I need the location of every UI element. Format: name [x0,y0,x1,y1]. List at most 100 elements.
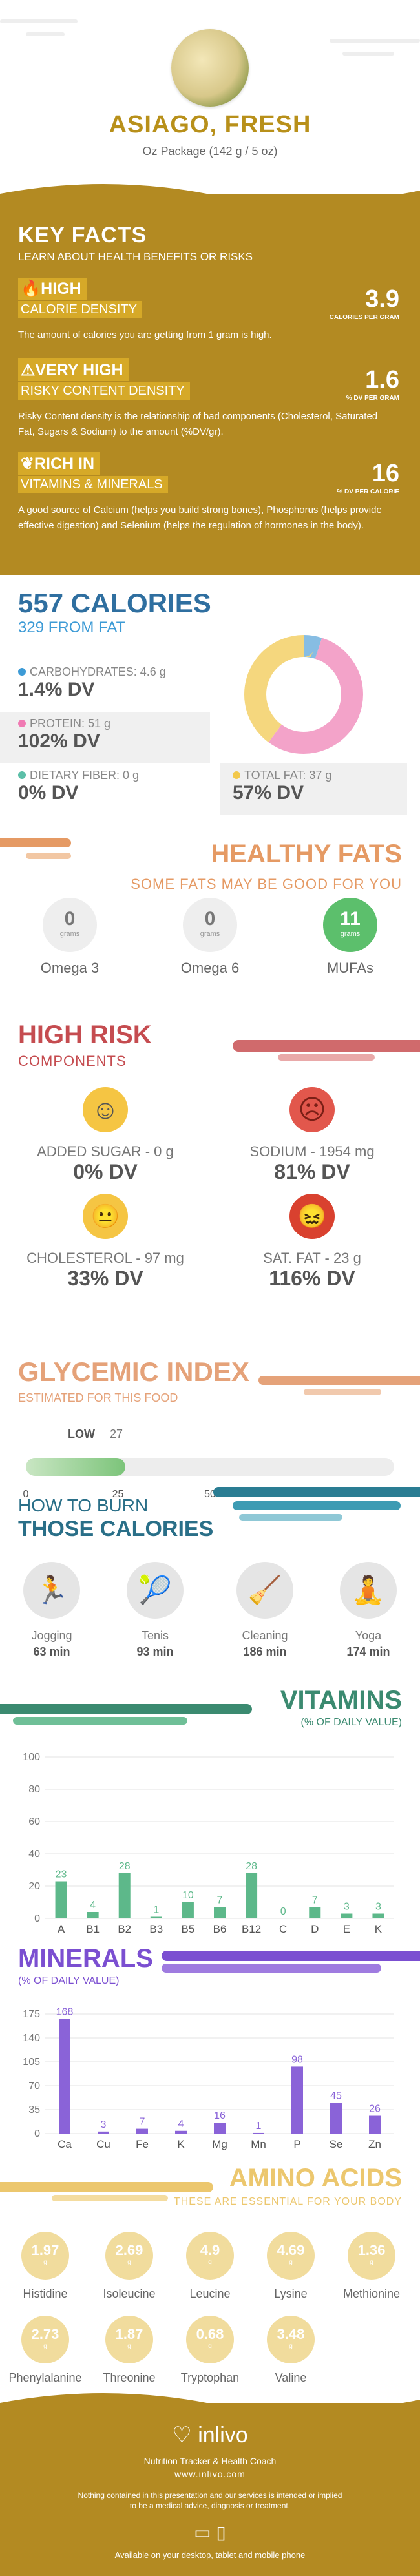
bar-value-label: 7 [140,2117,145,2128]
activity-minutes: 174 min [346,1645,390,1658]
food-serving: Oz Package (142 g / 5 oz) [142,145,278,158]
fat-name: MUFAs [326,960,374,976]
x-tick-label: P [293,2138,300,2150]
fact-description: Risky Content density is the relationshi… [18,411,378,437]
bar-K [175,2130,187,2134]
bar-value-label: 28 [246,1861,257,1872]
decor-bar [162,1951,420,1961]
decor-bar [304,1389,381,1395]
food-image [171,29,249,107]
fiber-dot [18,771,26,779]
glycemic-level: LOW [68,1428,95,1440]
amino-value: 4.69 [277,2242,305,2258]
calories-title: 557 CALORIES [18,588,211,618]
amino-name: Phenylalanine [8,2371,82,2384]
burn-title-line1: HOW TO BURN [18,1495,149,1515]
glycemic-title: GLYCEMIC INDEX [18,1356,249,1387]
amino-title: AMINO ACIDS [229,2164,402,2192]
amino-name: Tryptophan [180,2371,240,2384]
activity-minutes: 93 min [136,1645,174,1658]
amino-unit: g [289,2259,293,2266]
amino-name: Threonine [103,2371,156,2384]
decor-bar [213,1487,420,1497]
bar-Cu [98,2131,109,2134]
amino-name: Valine [275,2371,307,2384]
risk-dv: 0% DV [73,1160,138,1183]
bar-value-label: 1 [256,2121,262,2132]
wave-decor [0,184,420,213]
brand-name: inlivo [198,2423,248,2447]
activity-name: Cleaning [242,1629,288,1642]
bar-value-label: 10 [182,1890,194,1901]
amino-circle: 2.73 g [21,2316,69,2363]
calories-from-fat: 329 FROM FAT [18,619,126,636]
bar-value-label: 7 [312,1895,318,1906]
footer-url[interactable]: www.inlivo.com [174,2469,246,2479]
amino-value: 1.97 [31,2242,59,2258]
y-tick-label: 140 [23,2033,40,2044]
nutrient-dv: 102% DV [18,731,100,752]
nutrient-label: TOTAL FAT: 37 g [244,769,332,782]
x-tick-label: K [177,2138,185,2150]
nutrient-fiber: DIETARY FIBER: 0 g 0% DV [18,769,139,804]
amino-value: 1.87 [115,2326,143,2342]
fact-description: The amount of calories you are getting f… [18,329,272,340]
decor-line [330,39,420,43]
nutrient-protein: PROTEIN: 51 g 102% DV [0,712,210,763]
x-tick-label: Mg [212,2138,227,2150]
bar-value-label: 28 [119,1861,131,1872]
amino-value: 2.69 [115,2242,143,2258]
x-tick-label: C [279,1923,287,1935]
decor-bar [258,1376,420,1385]
devices-icon: ▭ ▯ [194,2522,226,2542]
amino-circle: 1.87 g [105,2316,153,2363]
donut-slice-protein [244,635,363,754]
fat-name: Omega 3 [40,960,100,976]
activity-tennis: 🎾 Tenis 93 min [116,1562,194,1659]
risk-label: SODIUM - 1954 mg [249,1143,375,1159]
glycemic-tick: 25 [112,1489,124,1500]
fat-unit: grams [340,930,361,938]
bar-Mn [253,2132,264,2134]
fact-label: VITAMINS & MINERALS [18,476,168,493]
amino-value: 4.9 [200,2242,220,2258]
burn-title-line2: THOSE CALORIES [18,1517,214,1541]
bar-Zn [369,2115,381,2134]
bar-value-label: 1 [153,1905,159,1916]
x-tick-label: K [375,1923,383,1935]
activity-yoga: 🧘 Yoga 174 min [330,1562,407,1659]
burn-calories-section: HOW TO BURN THOSE CALORIES 🏃 Jogging 63 mi… [0,1473,420,1686]
nutrient-label: PROTEIN: 51 g [30,717,111,730]
activity-name: Tenis [141,1629,169,1642]
bar-Ca [59,2019,70,2134]
x-tick-label: B3 [149,1923,163,1935]
minerals-subtitle: (% OF DAILY VALUE) [18,1975,120,1986]
risk-label: CHOLESTEROL - 97 mg [26,1250,184,1266]
activity-name: Jogging [31,1629,72,1642]
carbs-dot [18,668,26,676]
amino-circle: 1.36 g [348,2232,395,2280]
minerals-title: MINERALS [18,1944,153,1973]
vitamins-title: VITAMINS [280,1686,402,1714]
amino-acids-section: AMINO ACIDS THESE ARE ESSENTIAL FOR YOUR… [0,2157,420,2403]
bar-B6 [214,1907,226,1918]
fact-unit: CALORIES PER GRAM [329,314,399,321]
fact-value: 1.6 [365,366,399,393]
bar-B2 [118,1873,131,1918]
bar-value-label: 26 [369,2104,381,2115]
bar-value-label: 23 [56,1869,67,1880]
decor-bar [13,1717,187,1725]
activity-minutes: 186 min [243,1645,287,1658]
bar-value-label: 16 [214,2110,226,2121]
amino-name: Histidine [23,2287,68,2300]
risk-label: ADDED SUGAR - 0 g [37,1143,174,1159]
fact-unit: % DV PER CALORIE [337,488,399,495]
minerals-bar-chart: 0 35 70 105 140 175 168 Ca 3 Cu 7 Fe 4 K 16 Mg 1 Mn 98 P 45 S… [23,2006,394,2150]
glycemic-fill [26,1458,125,1476]
x-tick-label: Cu [96,2138,110,2150]
risk-label: SAT. FAT - 23 g [263,1250,361,1266]
amino-circle: 1.97 g [21,2232,69,2280]
key-facts-subtitle: LEARN ABOUT HEALTH BENEFITS OR RISKS [18,251,253,263]
fat-omega6-circle: 0 grams [183,898,237,952]
amino-unit: g [127,2343,131,2350]
